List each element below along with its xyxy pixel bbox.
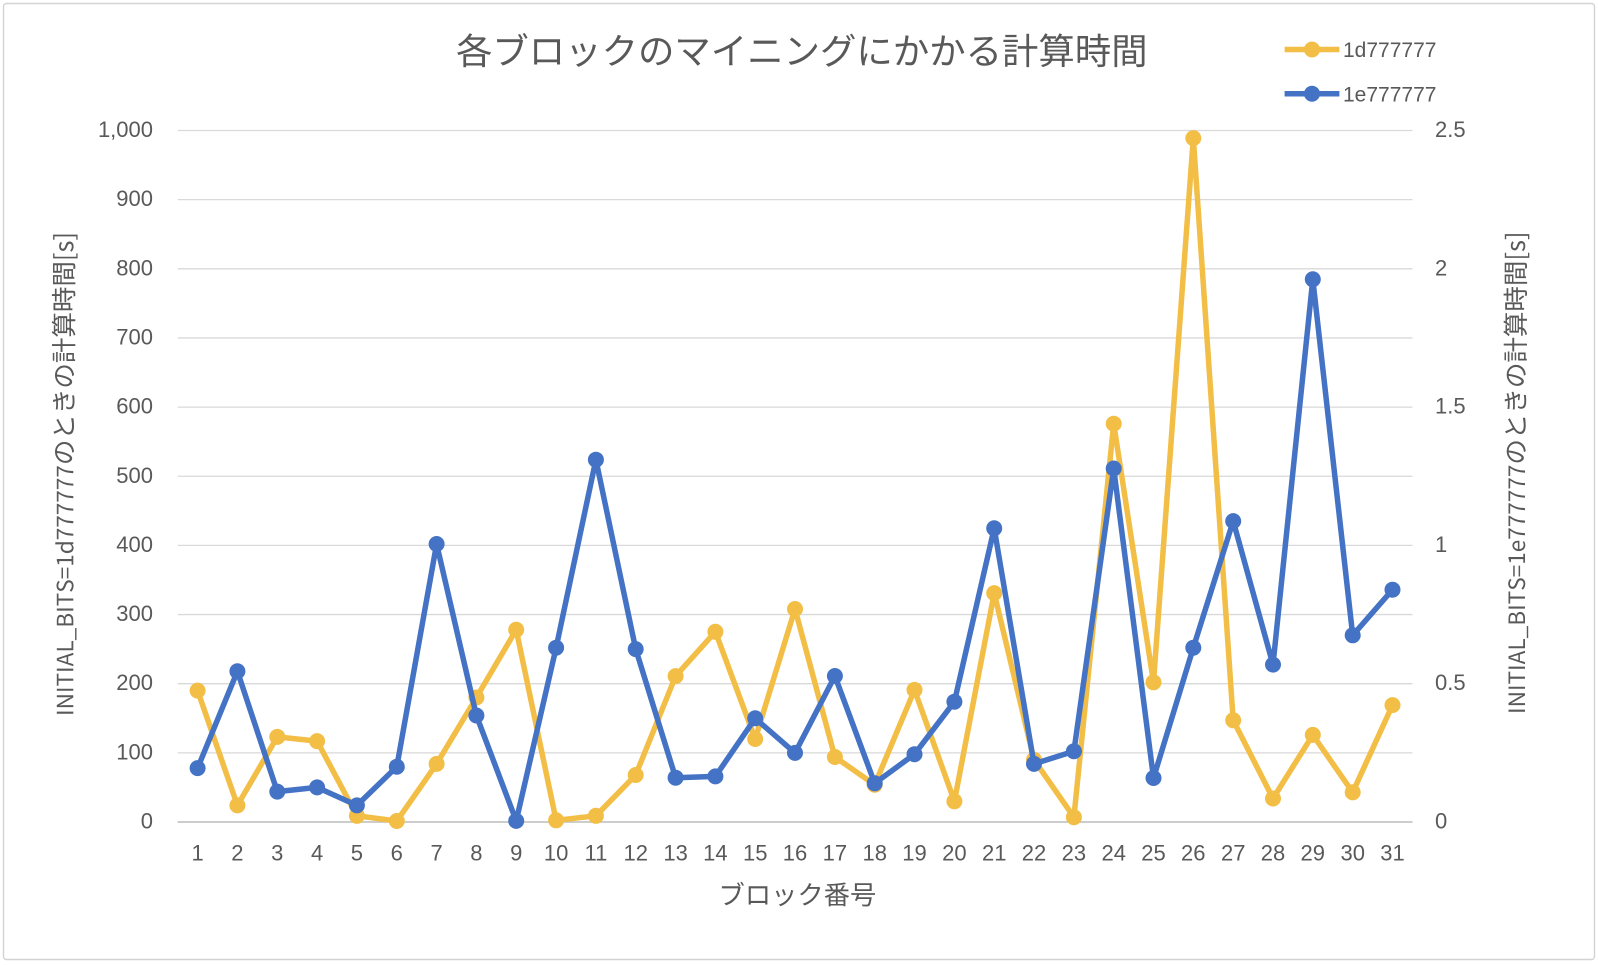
svg-text:2: 2 (231, 841, 243, 866)
svg-text:600: 600 (116, 394, 153, 419)
svg-text:500: 500 (116, 463, 153, 488)
svg-text:6: 6 (391, 841, 403, 866)
svg-text:23: 23 (1062, 841, 1086, 866)
svg-text:8: 8 (470, 841, 482, 866)
svg-text:2.5: 2.5 (1435, 117, 1466, 142)
svg-text:400: 400 (116, 532, 153, 557)
svg-text:30: 30 (1340, 841, 1364, 866)
svg-text:26: 26 (1181, 841, 1205, 866)
svg-text:5: 5 (351, 841, 363, 866)
svg-text:700: 700 (116, 324, 153, 349)
svg-text:800: 800 (116, 255, 153, 280)
svg-text:31: 31 (1380, 841, 1404, 866)
svg-text:0.5: 0.5 (1435, 670, 1466, 695)
svg-text:18: 18 (862, 841, 886, 866)
svg-text:27: 27 (1221, 841, 1245, 866)
svg-text:1.5: 1.5 (1435, 394, 1466, 419)
svg-text:1: 1 (1435, 532, 1447, 557)
svg-text:14: 14 (703, 841, 727, 866)
svg-text:25: 25 (1141, 841, 1165, 866)
svg-text:24: 24 (1101, 841, 1125, 866)
svg-text:1e777777: 1e777777 (1343, 83, 1436, 106)
svg-text:1: 1 (191, 841, 203, 866)
svg-text:4: 4 (311, 841, 323, 866)
svg-text:300: 300 (116, 601, 153, 626)
svg-text:9: 9 (510, 841, 522, 866)
svg-text:16: 16 (783, 841, 807, 866)
svg-text:100: 100 (116, 739, 153, 764)
svg-text:29: 29 (1301, 841, 1325, 866)
svg-text:2: 2 (1435, 255, 1447, 280)
svg-text:15: 15 (743, 841, 767, 866)
svg-text:12: 12 (623, 841, 647, 866)
svg-text:28: 28 (1261, 841, 1285, 866)
svg-text:0: 0 (1435, 809, 1447, 834)
svg-text:22: 22 (1022, 841, 1046, 866)
svg-text:21: 21 (982, 841, 1006, 866)
svg-text:13: 13 (663, 841, 687, 866)
svg-text:17: 17 (823, 841, 847, 866)
svg-text:1d777777: 1d777777 (1343, 39, 1436, 62)
svg-text:1,000: 1,000 (98, 117, 153, 142)
svg-text:0: 0 (141, 809, 153, 834)
svg-text:11: 11 (584, 841, 607, 866)
svg-text:7: 7 (430, 841, 442, 866)
svg-text:20: 20 (942, 841, 966, 866)
svg-text:900: 900 (116, 186, 153, 211)
svg-text:200: 200 (116, 670, 153, 695)
svg-text:3: 3 (271, 841, 283, 866)
svg-text:10: 10 (544, 841, 568, 866)
svg-text:19: 19 (902, 841, 926, 866)
